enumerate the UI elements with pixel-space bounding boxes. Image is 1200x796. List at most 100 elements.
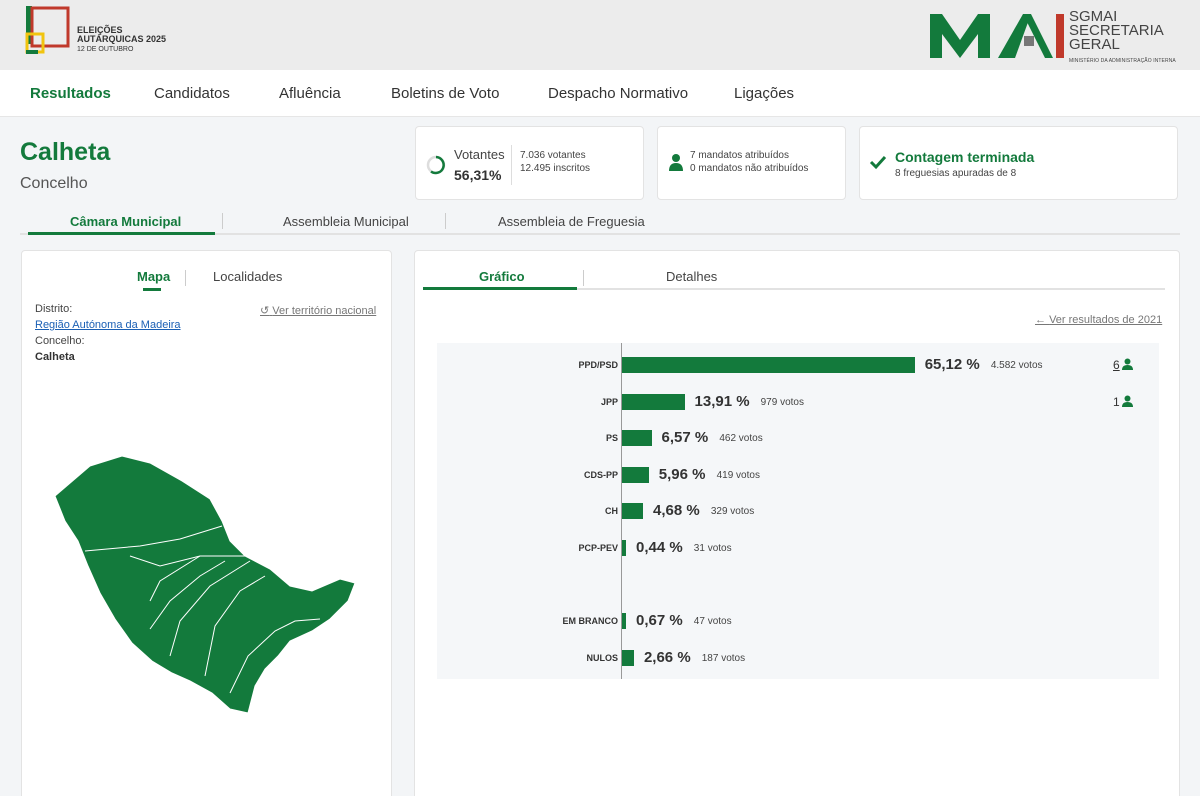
bar[interactable] xyxy=(622,357,915,373)
nav-candidatos[interactable]: Candidatos xyxy=(154,85,230,102)
map-region xyxy=(54,455,356,714)
bar[interactable] xyxy=(622,503,644,519)
contagem-subtitle: 8 freguesias apuradas de 8 xyxy=(895,168,1017,179)
sgmai-line3: GERAL xyxy=(1069,36,1120,53)
contagem-card: Contagem terminada 8 freguesias apuradas… xyxy=(859,126,1178,200)
tab-assembleia-municipal[interactable]: Assembleia Municipal xyxy=(283,214,409,229)
tab-assembleia-freguesia[interactable]: Assembleia de Freguesia xyxy=(498,214,645,229)
bar-percentage: 65,12 % xyxy=(924,356,980,373)
mandatos-nao-atribuidos: 0 mandatos não atribuídos xyxy=(690,163,809,174)
map-boundary xyxy=(149,555,201,602)
tab-mapa[interactable]: Mapa xyxy=(137,269,171,284)
chart-row: PS 6,57 % 462 votos xyxy=(437,429,1159,449)
tab-localidades[interactable]: Localidades xyxy=(213,269,283,284)
chart-row: JPP 13,91 % 979 votos 1 xyxy=(437,393,1159,413)
elections-logo[interactable]: ELEIÇÕES AUTÁRQUICAS 2025 12 DE OUTUBRO xyxy=(24,4,174,60)
tab-separator xyxy=(445,213,446,229)
logo-line2: AUTÁRQUICAS 2025 xyxy=(77,34,167,44)
bar[interactable] xyxy=(622,613,626,629)
bar-votes: 462 votos xyxy=(719,433,763,444)
map-boundary xyxy=(84,525,223,552)
bar[interactable] xyxy=(622,540,626,556)
person-icon xyxy=(669,154,683,171)
seats-count: 1 xyxy=(1113,394,1133,409)
bar-percentage: 6,57 % xyxy=(661,429,709,446)
chart-row: PCP-PEV 0,44 % 31 votos xyxy=(437,539,1159,559)
bar[interactable] xyxy=(622,467,649,483)
nav-afluencia[interactable]: Afluência xyxy=(279,85,341,102)
page-title: Calheta xyxy=(20,138,111,166)
elections-logo-icon xyxy=(25,6,70,54)
chart-axis xyxy=(621,343,622,679)
logo-date: 12 DE OUTUBRO xyxy=(77,46,134,53)
card-divider xyxy=(511,145,512,185)
distrito-link[interactable]: Região Autónoma da Madeira xyxy=(35,319,181,331)
mai-logo-icon xyxy=(930,14,1064,58)
page-subtitle: Concelho xyxy=(20,175,88,192)
distrito-label: Distrito: xyxy=(35,303,73,315)
bar-votes: 31 votos xyxy=(693,543,732,554)
bar-percentage: 13,91 % xyxy=(694,393,750,410)
bar-percentage: 0,44 % xyxy=(636,539,683,556)
sgmai-tagline: MINISTÉRIO DA ADMINISTRAÇÃO INTERNA xyxy=(1069,58,1176,64)
results-bar-chart: PPD/PSD 65,12 % 4.582 votos 6 JPP 13,91 % 979 … xyxy=(437,343,1159,679)
bar-percentage: 0,67 % xyxy=(636,612,683,629)
map-boundary xyxy=(129,555,245,567)
bar-label: EM BRANCO xyxy=(562,616,619,626)
tab-camara-municipal[interactable]: Câmara Municipal xyxy=(70,214,182,229)
tab-detalhes[interactable]: Detalhes xyxy=(666,269,718,284)
check-icon xyxy=(869,155,887,170)
concelho-label: Concelho: xyxy=(35,335,85,347)
chart-row: PPD/PSD 65,12 % 4.582 votos 6 xyxy=(437,356,1159,376)
bar-label: PCP-PEV xyxy=(578,543,618,553)
mandatos-card: 7 mandatos atribuídos 0 mandatos não atr… xyxy=(657,126,846,200)
bar-label: PS xyxy=(605,433,618,443)
votantes-label: Votantes xyxy=(454,147,505,162)
municipality-map[interactable] xyxy=(50,451,360,721)
elections-logo-text: ELEIÇÕES AUTÁRQUICAS 2025 12 DE OUTUBRO xyxy=(77,26,166,54)
map-panel: Mapa Localidades Distrito: Região Autóno… xyxy=(21,250,392,796)
arrow-left-icon: ← xyxy=(1035,314,1046,326)
sgmai-logo[interactable]: SGMAI SECRETARIA GERAL MINISTÉRIO DA ADM… xyxy=(928,9,1178,64)
sgmai-line1: SGMAI xyxy=(1069,8,1118,25)
votantes-percentage: 56,31% xyxy=(454,167,502,183)
chart-row: CH 4,68 % 329 votos xyxy=(437,502,1159,522)
map-boundary xyxy=(149,560,226,630)
nav-resultados[interactable]: Resultados xyxy=(30,85,111,102)
tab-active-indicator xyxy=(28,232,215,235)
bar-votes: 187 votos xyxy=(701,653,746,664)
bar-label: PPD/PSD xyxy=(578,360,618,370)
header: ELEIÇÕES AUTÁRQUICAS 2025 12 DE OUTUBRO … xyxy=(0,0,1200,70)
bar[interactable] xyxy=(622,394,685,410)
chart-row: CDS-PP 5,96 % 419 votos xyxy=(437,466,1159,486)
map-boundary xyxy=(204,575,266,677)
chart-row: NULOS 2,66 % 187 votos xyxy=(437,649,1159,669)
bar[interactable] xyxy=(622,430,652,446)
tab-active-indicator xyxy=(143,288,161,291)
votantes-count: 7.036 votantes xyxy=(520,150,586,161)
national-territory-link[interactable]: ↺ Ver território nacional xyxy=(260,304,376,317)
national-territory-label: Ver território nacional xyxy=(272,305,377,317)
nav-ligacoes[interactable]: Ligações xyxy=(734,85,795,102)
tab-active-indicator xyxy=(423,287,577,290)
tab-underline-track xyxy=(423,288,1165,290)
bar[interactable] xyxy=(622,650,634,666)
person-icon xyxy=(1121,358,1133,370)
tab-separator xyxy=(185,270,186,286)
bar-votes: 419 votos xyxy=(716,470,760,481)
contagem-title: Contagem terminada xyxy=(895,149,1035,165)
previous-results-link[interactable]: ← Ver resultados de 2021 xyxy=(1035,314,1162,326)
sgmai-text: SGMAI SECRETARIA GERAL MINISTÉRIO DA ADM… xyxy=(1069,8,1176,68)
bar-votes: 979 votos xyxy=(760,397,804,408)
nav-boletins[interactable]: Boletins de Voto xyxy=(391,85,500,102)
tab-separator xyxy=(583,270,584,286)
nav-despacho[interactable]: Despacho Normativo xyxy=(548,85,689,102)
tab-grafico[interactable]: Gráfico xyxy=(479,269,525,284)
seats-count[interactable]: 6 xyxy=(1113,357,1133,372)
tab-separator xyxy=(222,213,223,229)
bar-percentage: 4,68 % xyxy=(653,502,700,519)
votantes-card: Votantes 56,31% 7.036 votantes 12.495 in… xyxy=(415,126,644,200)
progress-ring-icon xyxy=(426,155,446,175)
bar-percentage: 2,66 % xyxy=(643,649,691,666)
bar-percentage: 5,96 % xyxy=(658,466,706,483)
